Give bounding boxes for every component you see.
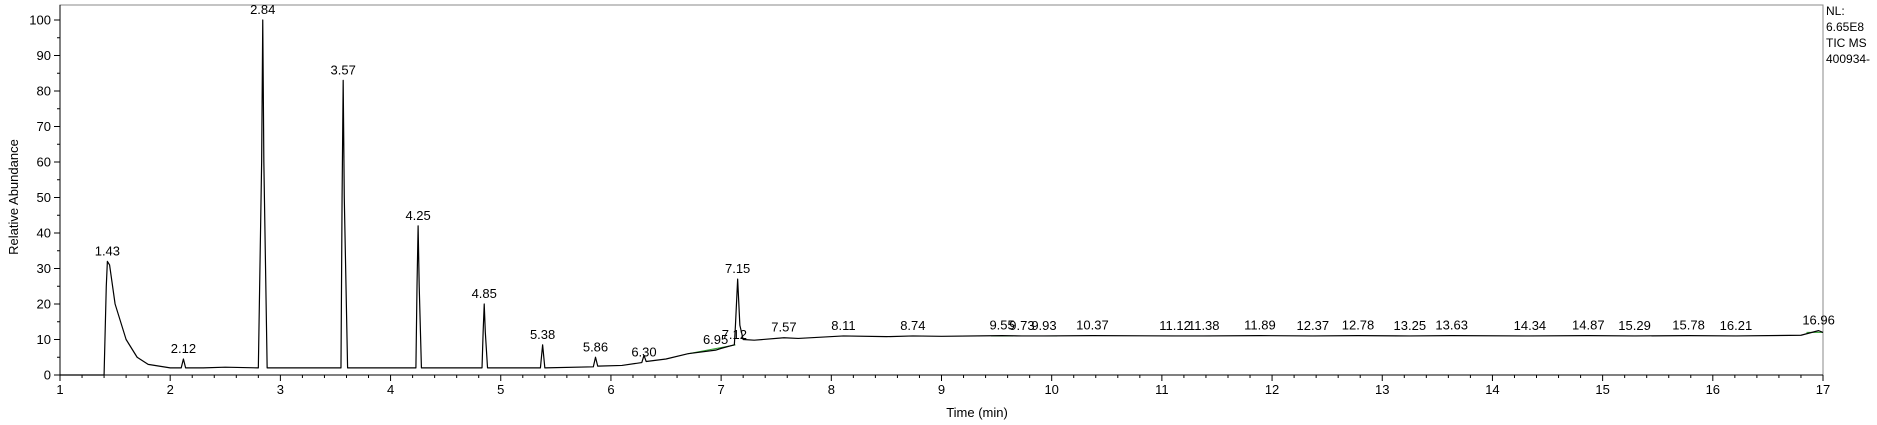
peak-label: 15.29 [1618,318,1651,333]
peak-label: 3.57 [331,62,356,77]
y-tick-label: 60 [37,155,51,170]
peak-label: 13.25 [1394,318,1427,333]
file-name-label: 400934- [1826,52,1871,66]
x-tick-label: 14 [1485,382,1499,397]
nl-value: 6.65E8 [1826,20,1865,34]
x-tick-label: 6 [607,382,614,397]
y-tick-label: 90 [37,48,51,63]
peak-label: 4.85 [472,286,497,301]
x-tick-label: 4 [387,382,394,397]
peak-label: 13.63 [1435,318,1468,333]
y-tick-label: 0 [44,368,51,383]
peak-label: 9.55 [989,318,1014,333]
nl-label: NL: [1826,4,1845,18]
peak-label: 6.95 [703,332,728,347]
peak-label: 10.37 [1076,318,1109,333]
peak-label: 7.12 [722,327,747,342]
x-tick-label: 12 [1265,382,1279,397]
x-tick-label: 1 [56,382,63,397]
y-tick-label: 30 [37,261,51,276]
peak-label: 11.89 [1244,318,1276,333]
scan-type-label: TIC MS [1826,36,1867,50]
y-tick-label: 100 [29,13,51,28]
y-axis-label: Relative Abundance [6,139,21,255]
x-tick-label: 3 [277,382,284,397]
y-tick-label: 20 [37,297,51,312]
chromatogram-trace [60,19,1824,376]
y-tick-label: 50 [37,190,51,205]
x-tick-label: 16 [1706,382,1720,397]
peak-label: 14.87 [1572,318,1605,333]
x-tick-label: 5 [497,382,504,397]
peak-label: 15.78 [1672,318,1705,333]
peak-label: 7.57 [771,320,796,335]
peak-label: 16.96 [1802,313,1835,328]
x-tick-label: 7 [718,382,725,397]
x-tick-label: 17 [1816,382,1830,397]
peak-label: 12.78 [1342,318,1375,333]
peak-label: 2.12 [171,341,196,356]
peak-label: 14.34 [1514,318,1547,333]
peak-label: 7.15 [725,261,750,276]
x-tick-label: 2 [167,382,174,397]
x-tick-label: 11 [1155,382,1169,397]
peak-label: 8.74 [900,318,925,333]
peak-label: 4.25 [405,208,430,223]
x-tick-label: 15 [1595,382,1609,397]
peak-labels: 1.43 2.12 2.84 3.57 4.25 4.85 5.38 5.86 6.30 6.95… [95,2,1835,360]
peak-label: 5.86 [583,339,608,354]
y-tick-label: 10 [37,332,51,347]
peak-label: 6.30 [631,345,656,360]
peak-label: 12.37 [1297,318,1330,333]
peak-label: 8.11 [831,318,855,333]
peak-label: 16.21 [1720,318,1753,333]
peak-label: 9.73 [1009,318,1034,333]
peak-label: 11.12 [1159,318,1191,333]
peak-label: 2.84 [250,2,275,17]
x-tick-label: 8 [828,382,835,397]
x-tick-label: 9 [938,382,945,397]
normalization-level-box: NL: 6.65E8 TIC MS 400934- [1826,3,1876,67]
peak-label: 5.38 [530,327,555,342]
plot-frame [59,4,1824,376]
trace-layer [60,19,1824,376]
axes: 1 2 3 4 5 6 7 8 9 10 11 12 13 14 15 16 17010203040506070… [29,4,1830,397]
y-tick-label: 40 [37,226,51,241]
x-axis-label: Time (min) [946,405,1008,420]
x-tick-label: 13 [1375,382,1389,397]
peak-label: 1.43 [95,243,120,258]
peak-label: 9.93 [1031,318,1056,333]
peak-label: 11.38 [1188,318,1220,333]
x-tick-label: 10 [1044,382,1058,397]
y-tick-label: 70 [37,119,51,134]
y-tick-label: 80 [37,84,51,99]
